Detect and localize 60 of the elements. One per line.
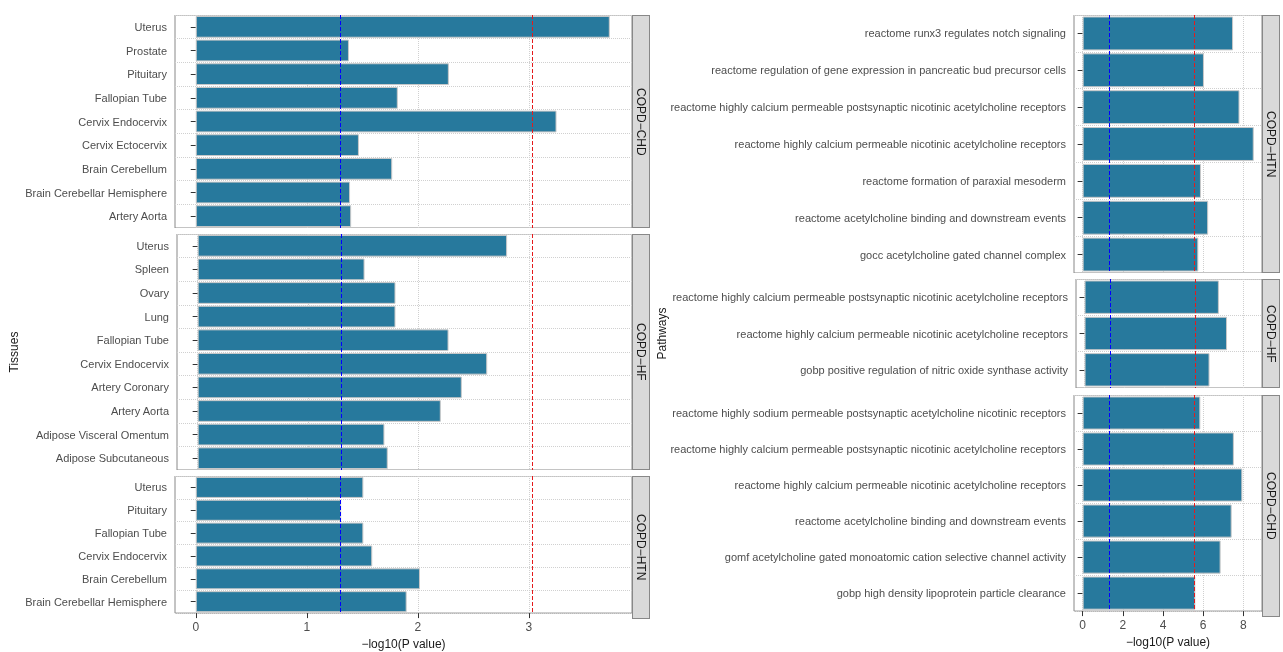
- y-tick-label: Ovary: [139, 287, 170, 299]
- y-tick-label: reactome regulation of gene expression in pancreatic bud precursor cells: [711, 64, 1067, 77]
- y-tick-label: Cervix Endocervix: [78, 115, 168, 128]
- y-tick-label: Fallopian Tube: [94, 91, 167, 104]
- y-tick-label: Uterus: [134, 20, 168, 33]
- text: COPD−HF: [632, 234, 650, 470]
- y-tick-label: Pituitary: [127, 504, 168, 517]
- y-tick-label: reactome highly calcium permeable postsynaptic nicotinic acetylcholine receptors: [672, 291, 1069, 304]
- text: COPD−HF: [1262, 279, 1280, 388]
- x-tick-label: 0: [1079, 618, 1087, 633]
- y-tick-label: Cervix Endocervix: [80, 357, 170, 370]
- y-tick-label: Brain Cerebellar Hemisphere: [25, 595, 167, 608]
- y-tick-label: Prostate: [126, 44, 167, 57]
- x-axis-title: −log10(P value): [361, 637, 446, 651]
- y-tick-label: reactome highly calcium permeable nicotinic acetylcholine receptors: [734, 479, 1067, 492]
- y-tick-label: Uterus: [134, 481, 168, 494]
- y-tick-label: reactome highly calcium permeable postsynaptic nicotinic acetylcholine receptors: [670, 101, 1067, 114]
- y-tick-label: Pituitary: [127, 68, 168, 81]
- y-axis-title: Pathways: [655, 307, 669, 360]
- y-tick-label: Fallopian Tube: [96, 334, 169, 347]
- x-tick-label: 8: [1239, 618, 1247, 633]
- text: COPD−CHD: [632, 15, 650, 228]
- x-tick-label: 3: [525, 620, 533, 635]
- y-tick-label: gomf acetylcholine gated monoatomic cation selective channel activity: [724, 551, 1067, 564]
- y-tick-label: reactome highly calcium permeable nicotinic acetylcholine receptors: [736, 327, 1069, 340]
- y-tick-label: Artery Aorta: [108, 210, 168, 223]
- x-axis-title: −log10(P value): [1125, 635, 1211, 649]
- x-tick-label: 4: [1159, 618, 1167, 633]
- x-tick-label: 2: [1119, 618, 1127, 633]
- y-tick-label: Cervix Ectocervix: [82, 139, 168, 152]
- y-tick-label: reactome highly calcium permeable nicotinic acetylcholine receptors: [734, 138, 1067, 150]
- y-tick-label: Uterus: [136, 239, 170, 252]
- y-tick-label: reactome acetylcholine binding and downstream events: [795, 211, 1067, 224]
- y-tick-label: gobp positive regulation of nitric oxide synthase activity: [800, 363, 1069, 376]
- y-tick-label: Cervix Endocervix: [78, 549, 168, 562]
- text: COPD−HTN: [1262, 15, 1280, 273]
- y-tick-label: Adipose Visceral Omentum: [35, 428, 169, 441]
- x-tick-label: 0: [192, 620, 200, 635]
- x-tick-label: 2: [414, 620, 422, 635]
- y-axis-title: Tissues: [7, 331, 21, 373]
- y-tick-label: reactome formation of paraxial mesoderm: [862, 174, 1066, 187]
- text: COPD−CHD: [1262, 395, 1280, 617]
- y-tick-label: Artery Coronary: [91, 381, 170, 394]
- y-tick-label: reactome runx3 regulates notch signaling: [864, 27, 1066, 40]
- y-tick-label: Fallopian Tube: [94, 527, 167, 540]
- y-tick-label: Spleen: [134, 263, 169, 276]
- y-tick-label: Brain Cerebellum: [82, 572, 167, 585]
- text: COPD−HTN: [632, 476, 650, 619]
- y-tick-label: reactome highly sodium permeable postsynaptic acetylcholine nicotinic receptors: [672, 407, 1067, 420]
- y-tick-label: gobp high density lipoprotein particle clearance: [836, 587, 1066, 600]
- y-tick-label: reactome acetylcholine binding and downstream events: [795, 515, 1067, 528]
- y-tick-label: Brain Cerebellar Hemisphere: [25, 186, 167, 199]
- y-tick-label: Lung: [144, 310, 169, 323]
- y-tick-label: gocc acetylcholine gated channel complex: [859, 248, 1067, 261]
- y-tick-label: reactome highly calcium permeable postsynaptic nicotinic acetylcholine receptors: [670, 443, 1067, 456]
- y-tick-label: Brain Cerebellum: [82, 162, 167, 175]
- x-tick-label: 1: [303, 620, 311, 635]
- x-tick-label: 6: [1199, 618, 1207, 633]
- y-tick-label: Artery Aorta: [110, 405, 170, 417]
- y-tick-label: Adipose Subcutaneous: [55, 452, 170, 465]
